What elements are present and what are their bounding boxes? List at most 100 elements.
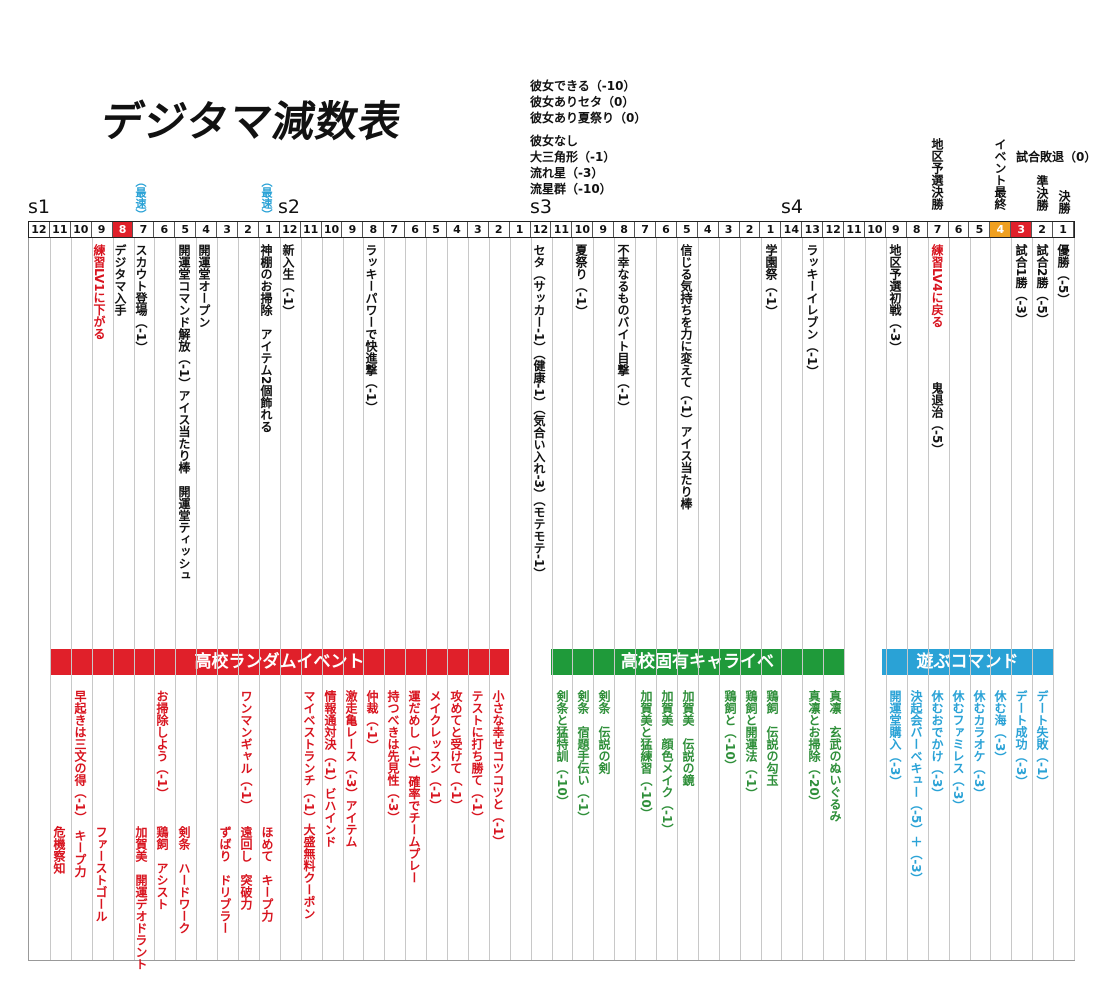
count-cell: 13: [802, 222, 824, 237]
grid-line: [91, 238, 93, 960]
note-line: 彼女ありセタ（0）: [530, 95, 635, 109]
chara-item: 剣条 伝説の剣: [597, 690, 611, 774]
count-cell: 3: [217, 222, 238, 237]
count-cell: 11: [301, 222, 322, 237]
grid-line: [363, 238, 365, 960]
note-line: 彼女あり夏祭り（0）: [530, 111, 647, 125]
count-cell: 1: [259, 222, 280, 237]
season-label-s4: s4: [781, 196, 803, 218]
count-cell: 12: [29, 222, 50, 237]
random-item: 遠回し 突破力: [239, 826, 253, 910]
season-label-s1: s1: [28, 196, 50, 218]
grid-line: [488, 238, 490, 960]
grid-line: [300, 238, 302, 960]
random-item: ほめて キープ力: [260, 826, 274, 922]
event-win2: 試合2勝（-5）: [1035, 244, 1049, 326]
section-chara-banner: 高校固有キャライベ: [551, 649, 844, 675]
play-item: 開運堂購入（-3）: [888, 690, 902, 788]
event-freshman: 新入生（-1）: [281, 244, 295, 318]
note-line: 大三角形（-1）: [530, 150, 616, 164]
count-cell: 7: [635, 222, 656, 237]
play-item: デート成功（-3）: [1014, 690, 1028, 788]
season-label-s3: s3: [530, 196, 552, 218]
count-cell: 12: [280, 222, 301, 237]
grid-line: [948, 238, 950, 960]
chara-item: 剣条と猛特訓（-10）: [555, 690, 569, 808]
grid-line: [635, 238, 637, 960]
grid-line: [321, 238, 323, 960]
note-line: 彼女できる（-10）: [530, 79, 636, 93]
note-line: 流星群（-10）: [530, 182, 612, 196]
chara-item: 剣条 宿題手伝い（-1）: [576, 690, 590, 824]
event-regional-first: 地区予選初戦（-3）: [888, 244, 902, 354]
count-cell: 3: [468, 222, 489, 237]
chara-item: 加賀美と猛練習（-10）: [639, 690, 653, 820]
season-label-s2: s2: [278, 196, 300, 218]
tag-match-lose: 試合敗退（0）: [1016, 150, 1097, 164]
random-item: ファーストゴール: [94, 826, 108, 922]
grid-line: [1032, 238, 1034, 960]
event-digitama: デジタマ入手: [113, 244, 127, 316]
event-summer-festival: 夏祭り（-1）: [574, 244, 588, 318]
event-champion: 優勝（-5）: [1056, 244, 1070, 306]
event-oni: 鬼退治（-5）: [930, 382, 944, 456]
random-item: 激走亀レース（-3）アイテム: [344, 690, 358, 848]
grid-line: [990, 238, 992, 960]
count-cell: 11: [50, 222, 71, 237]
count-cell: 9: [593, 222, 615, 237]
count-cell: 4: [698, 222, 719, 237]
grid-line: [1074, 238, 1075, 960]
count-cell: 2: [238, 222, 259, 237]
tag-fastest: （最速）: [134, 176, 147, 220]
event-practice-lv1: 練習LV1に下がる: [92, 244, 106, 340]
tag-event-last: イベント最終: [993, 138, 1007, 210]
tag-semi-final: 準決勝: [1035, 175, 1049, 211]
random-item: 危機察知: [52, 826, 66, 874]
grid-line: [760, 238, 762, 960]
grid-line: [572, 238, 574, 960]
grid-line: [279, 238, 281, 960]
random-item: 加賀美 開運デオドラント: [134, 826, 148, 970]
count-cell: 9: [886, 222, 907, 237]
grid-line: [384, 238, 386, 960]
grid-line: [551, 238, 553, 960]
chara-item: 鶏飼 伝説の勾玉: [765, 690, 779, 786]
tag-fastest: （最速）: [260, 176, 273, 220]
event-win1: 試合1勝（-3）: [1014, 244, 1028, 326]
grid-line: [112, 238, 114, 960]
random-item: 早起きは三文の得（-1） キープ力: [73, 690, 87, 878]
chara-item: 鶏飼と（-10）: [723, 690, 737, 772]
grid-line: [927, 238, 929, 960]
grid-line: [217, 238, 219, 960]
random-item: お掃除しよう（-1）: [155, 690, 169, 800]
count-cell: 2: [489, 222, 510, 237]
count-cell: 3: [719, 222, 740, 237]
grid-line: [718, 238, 720, 960]
grid-line: [154, 238, 156, 960]
count-cell: 2: [740, 222, 761, 237]
grid-line: [133, 238, 135, 960]
event-lucky-eleven: ラッキーイレブン（-1）: [805, 244, 819, 378]
grid-line: [49, 238, 51, 960]
event-scout: スカウト登場（-1）: [134, 244, 148, 354]
count-cell: 8: [907, 222, 928, 237]
count-cell: 4: [990, 222, 1012, 237]
count-cell: 9: [92, 222, 113, 237]
count-cell: 10: [322, 222, 343, 237]
grid-line: [593, 238, 595, 960]
chara-item: 真凛とお掃除（-20）: [807, 690, 821, 808]
grid-line: [1053, 238, 1055, 960]
chara-item: 真凛 玄武のぬいぐるみ: [828, 690, 842, 822]
count-cell: 5: [970, 222, 991, 237]
random-item: 仲裁（-1）: [365, 690, 379, 752]
random-item: テストに打ち勝て（-1）: [470, 690, 484, 824]
count-cell: 3: [1011, 222, 1033, 237]
grid-line: [70, 238, 72, 960]
play-item: デート失敗（-1）: [1035, 690, 1049, 788]
play-item: 休むファミレス（-3）: [951, 690, 965, 812]
random-item: メイクレッスン（-1）: [428, 690, 442, 812]
event-lucky-power: ラッキーパワーで快進撃（-1）: [364, 244, 378, 414]
random-item: 攻めてと受けて（-1）: [449, 690, 463, 812]
play-item: 決起会バーベキュー（-5）＋（-3）: [909, 690, 923, 885]
grid-line: [509, 238, 511, 960]
